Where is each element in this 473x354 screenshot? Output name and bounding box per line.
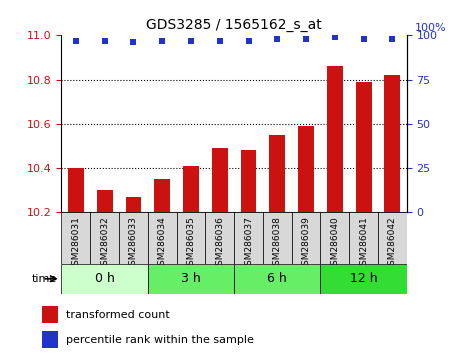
Bar [68,168,84,212]
Point [158,38,166,44]
Bar [205,212,234,264]
Point [331,34,339,40]
Text: GSM286042: GSM286042 [388,217,397,271]
Point [389,36,396,42]
Bar [234,212,263,264]
Point [216,38,224,44]
Point [130,40,137,45]
Bar [298,126,314,212]
Bar [356,82,371,212]
Bar [270,135,285,212]
Bar [234,264,320,294]
Bar [292,212,320,264]
Text: GSM286040: GSM286040 [330,217,339,271]
Text: GSM286036: GSM286036 [215,217,224,272]
Text: 0 h: 0 h [95,272,114,285]
Bar [241,150,256,212]
Bar [263,212,292,264]
Text: GSM286038: GSM286038 [273,217,282,272]
Bar [119,212,148,264]
Text: 100%: 100% [415,23,447,33]
Point [245,38,252,44]
Point [302,36,310,42]
Bar [183,166,199,212]
Bar [320,212,349,264]
Bar [42,331,58,348]
Bar [212,148,228,212]
Text: GSM286032: GSM286032 [100,217,109,271]
Bar [154,179,170,212]
Point [72,38,79,44]
Bar [148,212,176,264]
Text: GSM286041: GSM286041 [359,217,368,271]
Bar [385,75,400,212]
Text: transformed count: transformed count [65,310,169,320]
Bar [176,212,205,264]
Point [187,38,195,44]
Point [273,36,281,42]
Title: GDS3285 / 1565162_s_at: GDS3285 / 1565162_s_at [146,18,322,32]
Bar [148,264,234,294]
Text: GSM286039: GSM286039 [302,217,311,272]
Bar [349,212,378,264]
Bar [125,197,141,212]
Bar [61,212,90,264]
Text: GSM286034: GSM286034 [158,217,166,271]
Bar [97,190,113,212]
Bar [327,67,343,212]
Bar [42,306,58,323]
Bar [61,264,148,294]
Text: GSM286031: GSM286031 [71,217,80,272]
Text: time: time [32,274,57,284]
Bar [320,264,407,294]
Bar [378,212,407,264]
Point [360,36,368,42]
Bar [90,212,119,264]
Text: 6 h: 6 h [267,272,287,285]
Point [101,38,108,44]
Text: percentile rank within the sample: percentile rank within the sample [65,335,254,344]
Text: 12 h: 12 h [350,272,377,285]
Text: GSM286037: GSM286037 [244,217,253,272]
Text: GSM286033: GSM286033 [129,217,138,272]
Text: GSM286035: GSM286035 [186,217,195,272]
Text: 3 h: 3 h [181,272,201,285]
